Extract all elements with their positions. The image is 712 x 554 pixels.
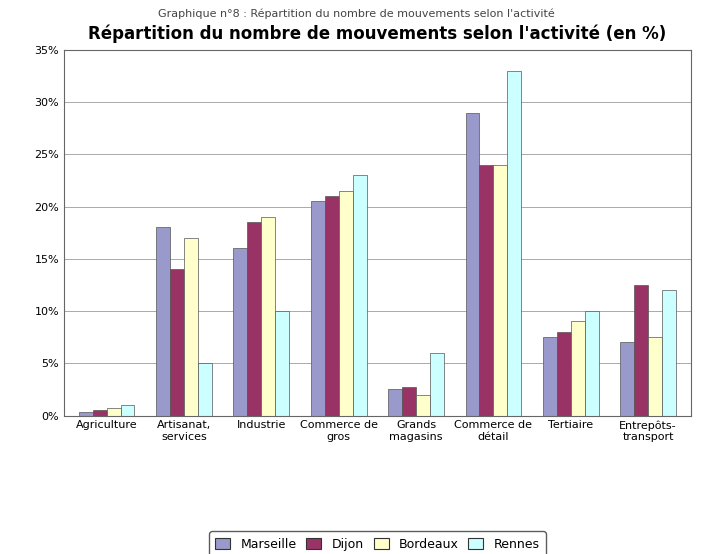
Legend: Marseille, Dijon, Bordeaux, Rennes: Marseille, Dijon, Bordeaux, Rennes (209, 531, 545, 554)
Bar (662, 290, 676, 416)
Bar (620, 342, 634, 416)
Bar (493, 165, 508, 416)
Title: Répartition du nombre de mouvements selon l'activité (en %): Répartition du nombre de mouvements selo… (88, 24, 666, 43)
Bar (156, 228, 170, 416)
Bar (585, 311, 599, 416)
Bar (276, 311, 289, 416)
Bar (120, 405, 135, 416)
Bar (107, 408, 120, 416)
Text: Graphique n°8 : Répartition du nombre de mouvements selon l'activité: Graphique n°8 : Répartition du nombre de… (157, 8, 555, 19)
Bar (557, 332, 571, 416)
Bar (311, 201, 325, 416)
Bar (466, 112, 479, 415)
Bar (79, 412, 93, 416)
Bar (198, 363, 212, 416)
Bar (170, 269, 184, 416)
Bar (543, 337, 557, 416)
Bar (184, 238, 198, 416)
Bar (339, 191, 352, 416)
Bar (93, 411, 107, 416)
Bar (571, 321, 585, 416)
Bar (261, 217, 276, 416)
Bar (388, 389, 402, 416)
Bar (634, 285, 648, 416)
Bar (479, 165, 493, 416)
Bar (234, 248, 247, 416)
Bar (325, 196, 339, 416)
Bar (508, 71, 521, 416)
Bar (402, 387, 416, 416)
Bar (430, 353, 444, 416)
Bar (247, 222, 261, 416)
Bar (352, 175, 367, 416)
Bar (416, 394, 430, 416)
Bar (648, 337, 662, 416)
